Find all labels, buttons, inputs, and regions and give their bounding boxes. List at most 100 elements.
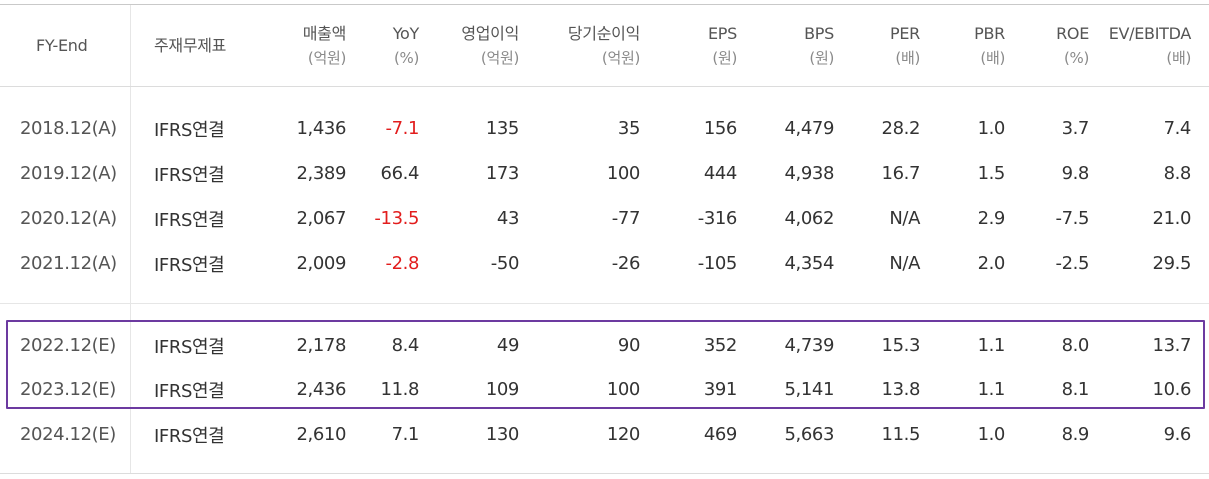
cell-pbr: 2.0 <box>977 253 1006 274</box>
cell-per: N/A <box>889 253 920 274</box>
cell-bps: 4,479 <box>784 118 834 139</box>
header-bps-label: BPS <box>804 23 834 43</box>
header-ev-ebitda-label: EV/EBITDA <box>1108 23 1192 43</box>
header-yoy-label: YoY <box>392 23 420 43</box>
cell-roe: 8.1 <box>1061 379 1090 400</box>
header-operating-profit-label: 영업이익 <box>461 23 519 43</box>
cell-per: N/A <box>889 208 920 229</box>
header-bps-unit: (원) <box>809 48 834 67</box>
cell-operating-profit: 135 <box>485 118 520 139</box>
cell-pbr: 1.5 <box>977 163 1006 184</box>
cell-roe: 9.8 <box>1061 163 1090 184</box>
table-top-border <box>0 4 1209 5</box>
cell-eps: -105 <box>697 253 738 274</box>
header-main-statement-label: 주재무제표 <box>154 35 227 55</box>
header-net-income: 당기순이익 (억원) <box>525 5 640 86</box>
header-eps-label: EPS <box>707 23 737 43</box>
header-roe-unit: (%) <box>1063 48 1089 67</box>
cell-fy: 2021.12(A) <box>20 253 117 274</box>
actual-estimate-divider <box>0 303 1209 304</box>
header-pbr-label: PBR <box>974 23 1005 43</box>
cell-roe: 3.7 <box>1061 118 1090 139</box>
header-revenue-label: 매출액 <box>302 23 347 43</box>
column-divider <box>130 5 131 473</box>
header-fy-end: FY-End <box>36 5 144 86</box>
cell-ev-ebitda: 21.0 <box>1152 208 1192 229</box>
header-bps: BPS (원) <box>742 5 834 86</box>
cell-per: 28.2 <box>881 118 921 139</box>
cell-yoy: 7.1 <box>391 424 420 445</box>
cell-net-income: 35 <box>617 118 641 139</box>
cell-eps: 156 <box>703 118 738 139</box>
cell-type: IFRS연결 <box>154 119 225 141</box>
header-yoy: YoY (%) <box>350 5 420 86</box>
header-roe-label: ROE <box>1056 23 1089 43</box>
cell-pbr: 1.0 <box>977 424 1006 445</box>
header-pbr: PBR (배) <box>925 5 1005 86</box>
cell-yoy: -7.1 <box>385 118 419 139</box>
header-yoy-unit: (%) <box>393 48 419 67</box>
cell-eps: -316 <box>697 208 738 229</box>
header-per: PER (배) <box>838 5 920 86</box>
cell-roe: 8.0 <box>1061 335 1090 356</box>
cell-type: IFRS연결 <box>154 254 225 276</box>
cell-net-income: 100 <box>606 379 641 400</box>
cell-bps: 4,062 <box>784 208 834 229</box>
cell-per: 13.8 <box>881 379 921 400</box>
cell-eps: 444 <box>703 163 738 184</box>
cell-yoy: 11.8 <box>380 379 420 400</box>
cell-net-income: -77 <box>611 208 641 229</box>
cell-net-income: 90 <box>617 335 641 356</box>
cell-roe: -2.5 <box>1055 253 1089 274</box>
cell-revenue: 2,178 <box>296 335 346 356</box>
cell-operating-profit: 43 <box>496 208 520 229</box>
header-pbr-unit: (배) <box>980 48 1005 67</box>
cell-ev-ebitda: 29.5 <box>1152 253 1192 274</box>
table-row: 2024.12(E) IFRS연결 2,610 7.1 130 120 469 5,663 11… <box>0 412 1209 457</box>
header-eps-unit: (원) <box>712 48 737 67</box>
header-fy-end-label: FY-End <box>36 35 88 55</box>
cell-revenue: 2,067 <box>296 208 346 229</box>
cell-operating-profit: 109 <box>485 379 520 400</box>
cell-type: IFRS연결 <box>154 425 225 447</box>
cell-bps: 5,141 <box>784 379 834 400</box>
cell-eps: 391 <box>703 379 738 400</box>
cell-type: IFRS연결 <box>154 380 225 402</box>
cell-operating-profit: 49 <box>496 335 520 356</box>
cell-yoy: -2.8 <box>385 253 419 274</box>
cell-operating-profit: -50 <box>490 253 520 274</box>
cell-fy: 2023.12(E) <box>20 379 116 400</box>
header-bottom-border <box>0 86 1209 87</box>
cell-revenue: 1,436 <box>296 118 346 139</box>
cell-ev-ebitda: 8.8 <box>1163 163 1192 184</box>
cell-eps: 352 <box>703 335 738 356</box>
cell-yoy: 66.4 <box>380 163 420 184</box>
header-operating-profit: 영업이익 (억원) <box>424 5 519 86</box>
estimate-highlight-box <box>6 320 1205 409</box>
table-bottom-border <box>0 473 1209 474</box>
cell-pbr: 2.9 <box>977 208 1006 229</box>
header-per-unit: (배) <box>895 48 920 67</box>
cell-fy: 2020.12(A) <box>20 208 117 229</box>
cell-per: 11.5 <box>881 424 921 445</box>
table-row: 2021.12(A) IFRS연결 2,009 -2.8 -50 -26 -105 4,354… <box>0 241 1209 286</box>
cell-type: IFRS연결 <box>154 336 225 358</box>
header-eps: EPS (원) <box>645 5 737 86</box>
table-header-row: FY-End 주재무제표 매출액 (억원) YoY (%) 영업이익 (억원) … <box>0 5 1209 86</box>
cell-pbr: 1.1 <box>977 379 1006 400</box>
header-per-label: PER <box>890 23 920 43</box>
table-row: 2023.12(E) IFRS연결 2,436 11.8 109 100 391 5,141 1… <box>0 367 1209 412</box>
cell-net-income: 100 <box>606 163 641 184</box>
cell-per: 16.7 <box>881 163 921 184</box>
header-revenue-unit: (억원) <box>307 48 346 67</box>
cell-operating-profit: 173 <box>485 163 520 184</box>
header-roe: ROE (%) <box>1010 5 1089 86</box>
cell-net-income: 120 <box>606 424 641 445</box>
cell-yoy: -13.5 <box>374 208 419 229</box>
cell-ev-ebitda: 9.6 <box>1163 424 1192 445</box>
cell-bps: 4,354 <box>784 253 834 274</box>
cell-revenue: 2,389 <box>296 163 346 184</box>
cell-revenue: 2,436 <box>296 379 346 400</box>
cell-roe: -7.5 <box>1055 208 1089 229</box>
table-row: 2018.12(A) IFRS연결 1,436 -7.1 135 35 156 4,479 28… <box>0 106 1209 151</box>
